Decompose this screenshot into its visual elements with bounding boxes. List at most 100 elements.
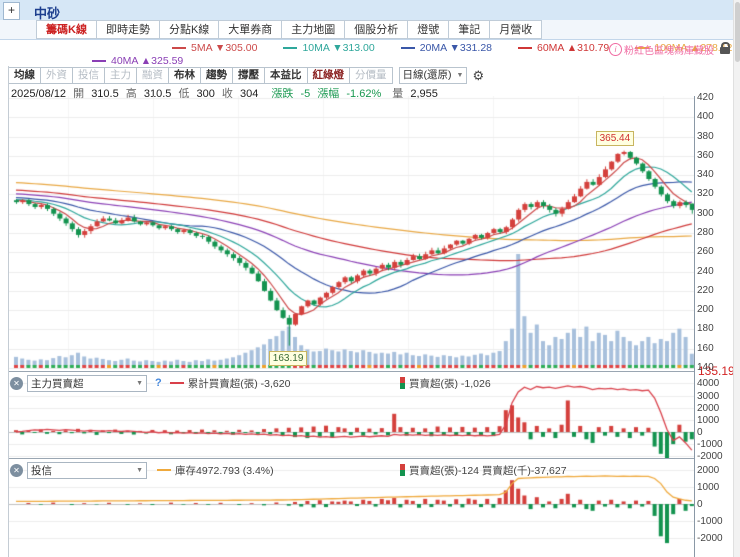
chevron-down-icon: ▼ [136,466,143,474]
axis-tick: -2000 [697,451,723,463]
panel-main-force: ✕ 主力買賣超 ▼ ? 累計買賣超(張) -3,620 買賣超(張) -1,02… [8,371,694,459]
chart-toolbar: 均線 外資 投信 主力 融資 布林 趨勢 撐壓 本益比 紅綠燈 分價量 日線(還原) ▼ ⚙ [8,67,484,84]
axis-tick: 2000 [697,402,720,414]
tab-主力地圖[interactable]: 主力地圖 [282,20,346,39]
low-label: 低 [178,88,190,100]
high-label: 高 [125,88,137,100]
add-stock-tab-button[interactable]: + [3,2,20,20]
ma-legend-20MA: 20MA ▼331.28 [400,41,492,54]
right-axis: 135.19 420 400 380 360 340 320 300 280 260 240 220… [697,0,736,557]
tab-月營收[interactable]: 月營收 [490,20,543,39]
line-swatch [400,46,415,49]
period-select-value: 日線(還原) [402,69,452,81]
toolbar-button-主力[interactable]: 主力 [105,67,137,84]
trust-bar-legend: 買賣超(張)-124 買賣超(千)-37,627 [400,462,567,478]
axis-tick: 1000 [697,482,720,493]
panel-trust: ✕ 投信 ▼ 庫存4972.793 (3.4%) 買賣超(張)-124 買賣超(… [8,458,694,557]
ma-legend-40MA: 40MA ▲325.59 [92,55,183,67]
axis-tick: -1000 [697,516,723,527]
tab-分點K線[interactable]: 分點K線 [159,20,220,39]
toolbar-button-均線[interactable]: 均線 [8,67,41,84]
axis-tick: 4000 [697,378,720,390]
axis-tick: 1000 [697,414,720,426]
vertical-scrollbar[interactable] [733,0,740,557]
close-icon[interactable]: ✕ [10,463,23,477]
toolbar-button-紅綠燈[interactable]: 紅綠燈 [307,67,350,84]
peak-annotation: 365.44 [595,130,635,146]
toolbar-button-投信[interactable]: 投信 [73,67,105,84]
change-value: -5 [300,88,311,100]
axis-tick: 320 [697,188,714,200]
tab-即時走勢[interactable]: 即時走勢 [96,20,160,39]
line-swatch [518,46,532,49]
main-tab-bar: 籌碼K線 即時走勢 分點K線 大單券商 主力地圖 個股分析 燈號 筆記 月營收 [0,20,740,40]
indicator-select-value: 主力買賣超 [31,377,84,390]
ma-legend-5MA: 5MA ▼305.00 [172,42,257,54]
chevron-down-icon: ▼ [456,72,464,79]
indicator-select-value: 投信 [31,464,52,477]
tab-籌碼K線[interactable]: 籌碼K線 [36,20,97,39]
bar-pair-icon [400,377,405,389]
help-icon[interactable]: ? [155,377,162,389]
toolbar-button-趨勢[interactable]: 趨勢 [201,67,233,84]
plus-icon: + [7,3,15,17]
chevron-down-icon: ▼ [136,379,143,387]
axis-tick: 3000 [697,390,720,402]
period-select[interactable]: 日線(還原) ▼ [398,67,468,84]
toolbar-button-融資[interactable]: 融資 [137,67,169,84]
line-swatch [283,46,298,49]
tab-大單券商[interactable]: 大單券商 [219,20,283,39]
line-swatch [172,46,186,49]
toolbar-button-本益比[interactable]: 本益比 [265,67,308,84]
axis-tick: 0 [697,499,703,510]
toolbar-button-布林[interactable]: 布林 [169,67,201,84]
axis-tick: 220 [697,284,714,296]
scrollbar-thumb[interactable] [735,2,740,62]
main-force-bar-legend: 買賣超(張) -1,026 [400,375,491,391]
cumulative-legend: 累計買賣超(張) -3,620 [169,376,290,391]
ma-legend-text: 20MA ▼331.28 [419,41,492,54]
stock-title: 中砂 [34,6,61,21]
axis-tick: -1000 [697,439,723,451]
ma-legend-row-2: 40MA ▲325.59 [0,54,740,67]
main-price-chart[interactable]: 365.44 163.19 [8,96,694,371]
axis-tick: 340 [697,169,714,181]
treasury-note: i 粉紅色區塊為庫藏股 [609,42,714,57]
ma-legend-text: 60MA ▲310.79 [537,41,610,54]
tab-燈號[interactable]: 燈號 [408,20,450,39]
axis-tick: 260 [697,246,714,258]
toolbar-button-撐壓[interactable]: 撐壓 [233,67,265,84]
axis-tick: 360 [697,149,714,161]
axis-tick: 200 [697,304,714,316]
toolbar-button-外資[interactable]: 外資 [41,67,73,84]
line-swatch [635,46,650,49]
bar-pair-icon [400,464,405,476]
axis-last-value: 135.19 [697,364,736,378]
tab-筆記[interactable]: 筆記 [449,20,491,39]
axis-tick: 420 [697,92,714,103]
line-swatch [169,382,184,384]
axis-tick: -2000 [697,533,723,544]
gear-icon[interactable]: ⚙ [472,68,485,83]
ma-legend-text: 10MA ▼313.00 [302,41,375,54]
titlebar: + 中砂 [0,0,740,21]
info-icon: i [609,43,622,56]
indicator-select-trust[interactable]: 投信 ▼ [27,461,147,479]
axis-tick: 2000 [697,465,720,476]
volume-label: 量 [392,88,404,100]
trough-annotation: 163.19 [268,350,308,366]
axis-tick: 400 [697,111,714,123]
ma-legend-text: 40MA ▲325.59 [111,54,184,67]
indicator-select-main-force[interactable]: 主力買賣超 ▼ [27,374,147,392]
trust-header: ✕ 投信 ▼ 庫存4972.793 (3.4%) [10,461,274,479]
main-force-header: ✕ 主力買賣超 ▼ ? 累計買賣超(張) -3,620 [10,374,290,392]
close-icon[interactable]: ✕ [10,376,23,390]
ma-legend-100MA: 100MA ▲278.12 [635,42,732,54]
lock-icon[interactable] [718,41,732,55]
toolbar-button-分價量[interactable]: 分價量 [350,67,393,84]
axis-tick: 240 [697,265,714,277]
ma-legend-60MA: 60MA ▲310.79 [518,42,609,54]
axis-tick: 140 [697,362,714,373]
tab-個股分析[interactable]: 個股分析 [345,20,409,39]
